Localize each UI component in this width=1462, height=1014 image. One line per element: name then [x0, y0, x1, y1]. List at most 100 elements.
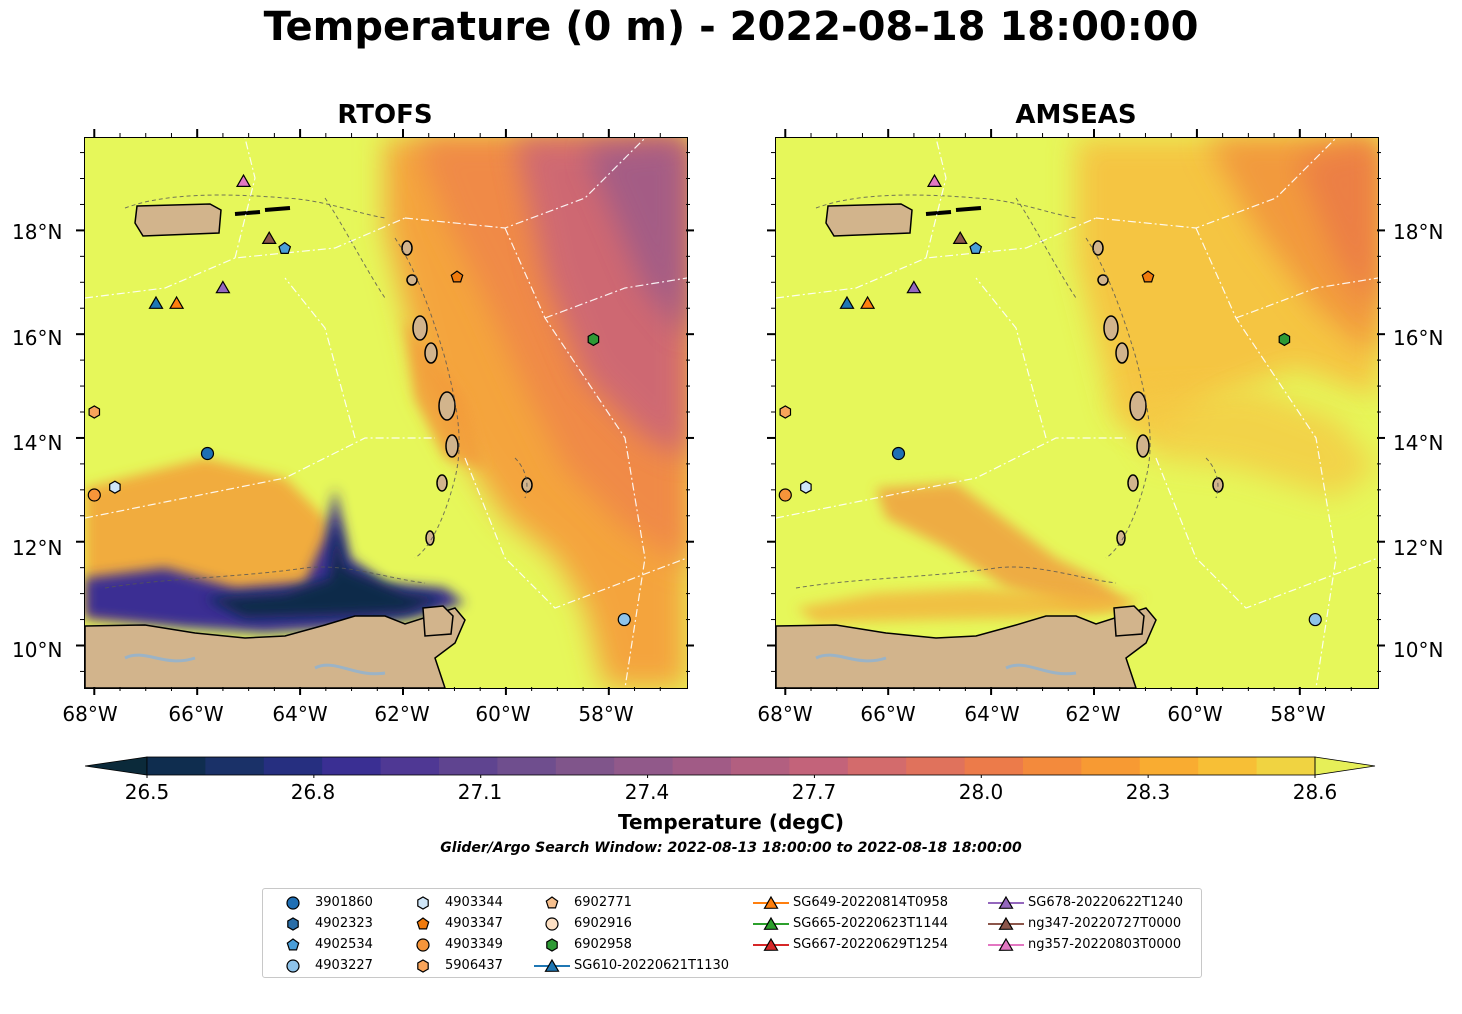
legend-marker-hexagon: [287, 917, 299, 931]
legend-marker-circle: [416, 938, 430, 952]
legend-label: 4903347: [445, 916, 503, 931]
search-window-text: Glider/Argo Search Window: 2022-08-13 18…: [440, 840, 1022, 856]
legend-marker-triangle: [753, 895, 789, 909]
rivers: [124, 653, 386, 676]
rivers: [815, 653, 1077, 676]
lat-label: 12°N: [1393, 536, 1444, 560]
map-marker-hexagon: [587, 332, 600, 347]
legend-marker-pentagon: [416, 917, 430, 930]
map-marker-hexagon: [779, 405, 792, 419]
legend-label: 4903349: [445, 937, 503, 952]
orange-core: [1296, 138, 1378, 318]
legend-marker-circle: [286, 959, 300, 973]
colorbar-bin: [1081, 757, 1141, 775]
legend-marker-triangle: [988, 916, 1024, 930]
colorbar-tick: 27.1: [457, 780, 503, 804]
colorbar-bin: [1256, 757, 1316, 775]
map-marker-triangle: [926, 173, 943, 187]
cold-core: [205, 518, 445, 618]
colorbar: [85, 756, 1376, 778]
colorbar-bin: [497, 757, 557, 775]
map-marker-triangle: [215, 280, 231, 294]
legend-label: 6902916: [574, 916, 632, 931]
map-marker-circle: [1308, 612, 1322, 627]
map-marker-circle: [87, 488, 101, 502]
lon-label: 64°W: [272, 702, 328, 726]
colorbar-tick: 26.5: [124, 780, 170, 804]
legend-marker-hexagon: [546, 938, 558, 952]
lesser-antilles: [1092, 240, 1224, 546]
lat-label: 10°N: [12, 638, 63, 662]
map-marker-hexagon: [88, 405, 101, 419]
map-marker-circle: [200, 446, 215, 461]
venezuela-land: [85, 607, 466, 688]
lat-label: 14°N: [12, 431, 63, 455]
lon-label: 60°W: [1167, 702, 1223, 726]
legend-label: 4903227: [315, 958, 373, 973]
colorbar-bin: [147, 757, 206, 775]
lon-label: 64°W: [964, 702, 1020, 726]
legend-label: 4902323: [315, 916, 373, 931]
legend-label: 4902534: [315, 937, 373, 952]
legend-label: SG678-20220622T1240: [1028, 895, 1184, 910]
legend-marker-triangle: [988, 895, 1024, 909]
legend-marker-circle: [286, 896, 300, 910]
lat-label: 16°N: [12, 326, 63, 350]
map-marker-triangle: [261, 231, 277, 244]
legend-label: 4903344: [445, 895, 503, 910]
map-marker-pentagon: [1141, 270, 1155, 283]
lat-label: 12°N: [12, 536, 63, 560]
map-amseas: [775, 137, 1379, 689]
colorbar-tick: 26.8: [290, 780, 336, 804]
lat-label: 10°N: [1393, 638, 1444, 662]
purple-core: [585, 138, 687, 338]
map-marker-hexagon: [800, 480, 812, 494]
map-marker-triangle: [235, 173, 252, 187]
map-marker-hexagon: [109, 480, 121, 494]
bathymetry-contours: [795, 194, 1219, 589]
colorbar-bin: [205, 757, 265, 775]
lon-label: 68°W: [757, 702, 813, 726]
colorbar-bin: [672, 757, 732, 775]
colorbar-bin: [731, 757, 790, 775]
puerto-rico: [134, 203, 222, 237]
lon-label: 58°W: [1270, 702, 1326, 726]
colorbar-bin: [789, 757, 849, 775]
map-amseas-field: [776, 138, 1378, 688]
lon-label: 58°W: [578, 702, 634, 726]
colorbar-bin: [906, 757, 966, 775]
lat-label: 18°N: [1393, 220, 1444, 244]
plume-warm: [876, 483, 1136, 608]
colorbar-frame: [146, 756, 1316, 776]
map-marker-triangle: [906, 280, 922, 294]
legend-label: 6902958: [574, 937, 632, 952]
lon-label: 66°W: [168, 702, 224, 726]
map-marker-pentagon: [969, 241, 983, 254]
panel-title-amseas: AMSEAS: [1015, 100, 1137, 130]
colorbar-bin: [1023, 757, 1082, 775]
colorbar-extend-high: [1314, 756, 1376, 776]
lon-label: 68°W: [62, 702, 118, 726]
legend-marker-hexagon: [417, 959, 429, 973]
legend-label: 3901860: [315, 895, 373, 910]
legend-marker-triangle: [753, 937, 789, 951]
colorbar-bin: [439, 757, 498, 775]
map-marker-triangle: [169, 295, 185, 309]
venezuela-land: [776, 607, 1157, 688]
figure-title: Temperature (0 m) - 2022-08-18 18:00:00: [263, 4, 1199, 50]
legend-label: ng357-20220803T0000: [1028, 937, 1182, 952]
mid-warm: [1116, 388, 1378, 498]
map-marker-triangle: [839, 295, 855, 309]
colorbar-tick: 27.4: [624, 780, 670, 804]
eez-lines: [85, 138, 687, 688]
legend-label: SG649-20220814T0958: [793, 895, 949, 910]
map-marker-circle: [617, 612, 631, 627]
legend-label: 6902771: [574, 895, 632, 910]
map-marker-circle: [778, 488, 792, 502]
legend-label: 5906437: [445, 958, 503, 973]
legend-marker-triangle: [534, 958, 570, 972]
map-marker-hexagon: [1278, 332, 1291, 347]
colorbar-bin: [964, 757, 1024, 775]
colorbar-tick: 28.6: [1292, 780, 1338, 804]
lon-label: 66°W: [860, 702, 916, 726]
